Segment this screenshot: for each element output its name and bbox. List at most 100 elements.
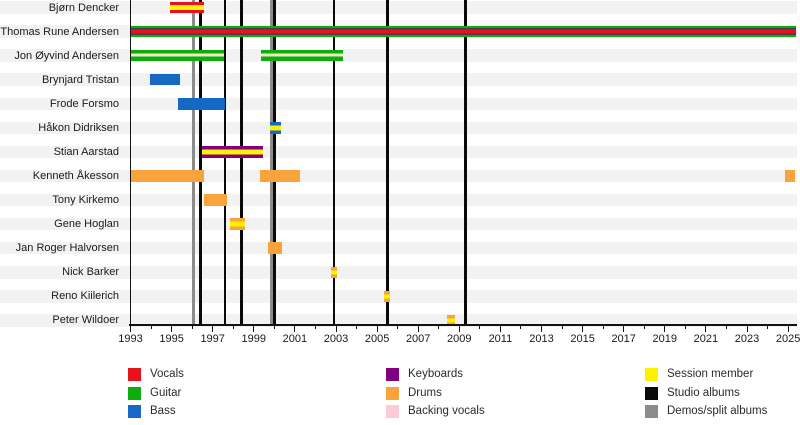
member-label: Nick Barker [62, 266, 119, 279]
x-axis-line [129, 324, 797, 326]
axis-tick [397, 325, 399, 329]
member-label: Tony Kirkemo [52, 194, 119, 207]
member-bar [177, 98, 225, 110]
axis-tick [232, 325, 234, 329]
axis-tick [561, 325, 563, 329]
legend-swatch [386, 405, 399, 419]
legend-swatch [645, 405, 658, 419]
year-label: 2017 [611, 333, 636, 345]
member-bar [268, 242, 282, 254]
studio-album-line [464, 0, 467, 324]
legend-label: Guitar [150, 386, 182, 399]
legend-swatch [645, 368, 658, 381]
member-bar [130, 25, 797, 38]
legend-swatch [645, 386, 658, 400]
member-bar [384, 290, 391, 303]
member-bar [150, 73, 180, 86]
axis-tick [130, 325, 131, 332]
year-label: 1999 [241, 333, 267, 345]
member-label: Stian Aarstad [53, 145, 119, 158]
member-bar [204, 194, 228, 206]
axis-tick [725, 325, 727, 329]
studio-album-line [223, 0, 227, 324]
member-bar [259, 170, 301, 182]
member-bar [130, 170, 205, 182]
axis-tick [520, 325, 522, 329]
axis-tick [684, 325, 686, 329]
year-label: 2011 [488, 333, 513, 345]
axis-tick [458, 325, 460, 332]
axis-tick [417, 325, 419, 332]
member-bar [330, 266, 338, 279]
axis-tick [787, 325, 789, 332]
y-axis-line [129, 0, 131, 326]
year-label: 2009 [447, 333, 472, 345]
legend-label: Session member [667, 368, 754, 380]
year-label: 2007 [405, 333, 431, 345]
studio-album-line [199, 0, 202, 324]
axis-tick [664, 325, 666, 332]
year-label: 2013 [529, 333, 554, 345]
axis-tick [582, 325, 584, 332]
axis-tick [643, 325, 645, 329]
year-label: 2023 [734, 333, 760, 345]
axis-tick [705, 325, 707, 332]
year-label: 2001 [282, 333, 308, 345]
axis-tick [438, 325, 440, 329]
legend-label: Bass [150, 405, 176, 418]
member-label: Peter Wildoer [52, 314, 119, 327]
member-bar [270, 122, 281, 134]
member-label: Frode Forsmo [49, 97, 119, 110]
year-label: 2003 [323, 333, 349, 345]
axis-tick [376, 325, 378, 332]
year-label: 2025 [775, 333, 800, 345]
axis-tick [335, 325, 337, 332]
year-label: 2019 [652, 333, 678, 345]
legend-label: Studio albums [667, 386, 740, 399]
legend-swatch [386, 386, 399, 400]
member-label: Gene Hoglan [54, 218, 119, 231]
legend-swatch [386, 368, 399, 381]
axis-tick [746, 325, 748, 332]
member-label: Håkon Didriksen [38, 121, 119, 134]
legend-label: Backing vocals [408, 405, 485, 418]
studio-album-line [386, 0, 389, 324]
axis-tick [294, 325, 296, 332]
year-label: 1995 [159, 333, 184, 345]
year-label: 2015 [570, 333, 595, 345]
legend-label: Vocals [150, 368, 184, 380]
axis-tick [171, 325, 173, 332]
member-label: Kenneth Åkesson [32, 169, 119, 182]
axis-tick [602, 325, 604, 329]
member-bar [785, 170, 796, 182]
legend-label: Keyboards [408, 368, 463, 380]
member-bar [230, 218, 245, 230]
member-label: Brynjard Tristan [41, 73, 119, 86]
member-bar [130, 49, 224, 62]
axis-tick [253, 325, 255, 332]
member-bar [260, 49, 344, 62]
member-bar [202, 146, 264, 158]
year-label: 1993 [118, 333, 143, 345]
demo-split-line [269, 0, 273, 324]
member-label: Jon Øyvind Andersen [14, 49, 119, 62]
demo-split-line [191, 0, 195, 324]
axis-tick [212, 325, 214, 332]
axis-tick [479, 325, 481, 329]
legend-swatch [128, 405, 141, 419]
member-label: Bjørn Dencker [48, 1, 119, 14]
axis-tick [314, 325, 316, 329]
axis-tick [623, 325, 625, 332]
axis-tick [191, 325, 193, 329]
axis-tick [499, 325, 501, 332]
year-label: 1997 [200, 333, 225, 345]
member-bar [169, 1, 205, 14]
axis-tick [541, 325, 542, 332]
legend-label: Drums [408, 386, 442, 399]
member-label: Reno Kiilerich [51, 290, 119, 303]
axis-tick [273, 325, 275, 329]
year-label: 2021 [693, 333, 719, 345]
year-label: 2005 [364, 333, 390, 345]
member-bar [446, 314, 456, 327]
